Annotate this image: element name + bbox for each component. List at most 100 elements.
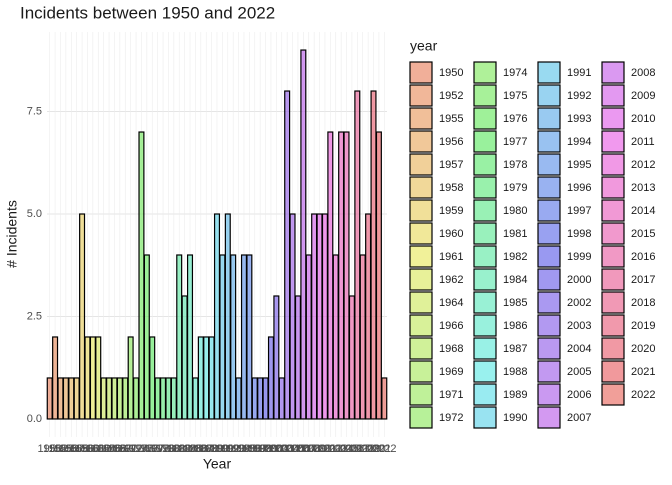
bar (122, 377, 129, 420)
legend-label: 1990 (503, 412, 527, 424)
legend-label: 1980 (503, 205, 527, 217)
bar (111, 377, 118, 420)
x-tick-label: 1999 (253, 443, 277, 455)
legend-label: 2022 (631, 389, 655, 401)
legend-label: 1971 (439, 389, 463, 401)
x-tick-label: 1977 (140, 443, 164, 455)
legend-key (601, 130, 625, 153)
x-tick-label: 1981 (162, 443, 186, 455)
bar (321, 213, 328, 420)
legend-key (409, 199, 433, 222)
x-tick-label: 1991 (210, 443, 234, 455)
x-tick-label: 1971 (113, 443, 137, 455)
bar (348, 295, 355, 420)
legend-key (601, 176, 625, 199)
bar (181, 295, 188, 420)
bar (273, 295, 280, 420)
x-tick-label: 1996 (237, 443, 261, 455)
legend-label: 2006 (567, 389, 591, 401)
legend-label: 2013 (631, 182, 655, 194)
legend-key (473, 291, 497, 314)
legend-key (601, 61, 625, 84)
legend-key (409, 61, 433, 84)
legend-label: 2010 (631, 113, 655, 125)
bar (213, 213, 221, 420)
bar (327, 131, 334, 420)
bar (235, 377, 242, 420)
x-tick-label: 2018 (350, 443, 374, 455)
x-tick-label: 1958 (64, 443, 88, 455)
x-tick-label: 1990 (205, 443, 229, 455)
bar (133, 377, 140, 420)
legend-label: 1993 (567, 113, 591, 125)
x-tick-label: 2002 (264, 443, 288, 455)
legend-key (537, 406, 561, 429)
x-tick-label: 1956 (54, 443, 78, 455)
legend-label: 1962 (439, 274, 463, 286)
x-tick-label: 1962 (86, 443, 110, 455)
legend-label: 1987 (503, 343, 527, 355)
legend-label: 2000 (567, 274, 591, 286)
legend-label: 2012 (631, 159, 655, 171)
x-tick-label: 1994 (226, 443, 250, 455)
legend-label: 1968 (439, 343, 463, 355)
x-tick-label: 1964 (91, 443, 115, 455)
bar (316, 213, 323, 420)
bar (127, 336, 134, 420)
legend-key (537, 61, 561, 84)
legend-key (601, 268, 625, 291)
legend-key (409, 222, 433, 245)
bar (370, 90, 377, 420)
x-tick-label: 2010 (307, 443, 331, 455)
legend-key (601, 383, 625, 406)
bar (170, 377, 177, 420)
legend-key (601, 107, 625, 130)
legend-label: 2017 (631, 274, 655, 286)
legend-key (473, 199, 497, 222)
bar (246, 254, 253, 420)
x-tick-label: 1976 (135, 443, 159, 455)
legend-label: 1988 (503, 366, 527, 378)
bar (52, 336, 59, 420)
legend-key (409, 360, 433, 383)
bar (284, 90, 291, 420)
legend-label: 1992 (567, 90, 591, 102)
bar (375, 131, 382, 420)
legend-label: 1956 (439, 136, 463, 148)
x-tick-label: 2019 (356, 443, 380, 455)
legend-key (473, 61, 497, 84)
legend-label: 2003 (567, 320, 591, 332)
x-tick-label: 1975 (129, 443, 153, 455)
legend-label: 2008 (631, 67, 655, 79)
bar (219, 254, 226, 420)
x-tick-label: 2013 (323, 443, 347, 455)
bar (203, 336, 210, 420)
legend-key (409, 383, 433, 406)
bar (149, 336, 156, 420)
legend-key (601, 222, 625, 245)
bar (294, 295, 301, 420)
legend-key (473, 337, 497, 360)
legend-label: 2009 (631, 90, 655, 102)
x-tick-label: 2017 (345, 443, 369, 455)
legend-label: 2011 (631, 136, 655, 148)
legend-label: 2021 (631, 366, 655, 378)
legend-label: 1950 (439, 67, 463, 79)
y-tick-label: 5.0 (27, 208, 42, 220)
x-tick-label: 2006 (286, 443, 310, 455)
legend-key (601, 199, 625, 222)
legend-key (473, 383, 497, 406)
legend-key (473, 245, 497, 268)
legend-label: 1994 (567, 136, 591, 148)
legend-key (409, 245, 433, 268)
y-tick-label: 2.5 (27, 310, 42, 322)
bar (160, 377, 167, 420)
legend-key (409, 153, 433, 176)
legend-key (537, 199, 561, 222)
bar (79, 213, 86, 420)
bar (138, 131, 145, 420)
x-tick-label: 2011 (313, 443, 337, 455)
legend-key (473, 222, 497, 245)
x-tick-label: 2000 (259, 443, 283, 455)
legend-label: 2014 (631, 205, 655, 217)
